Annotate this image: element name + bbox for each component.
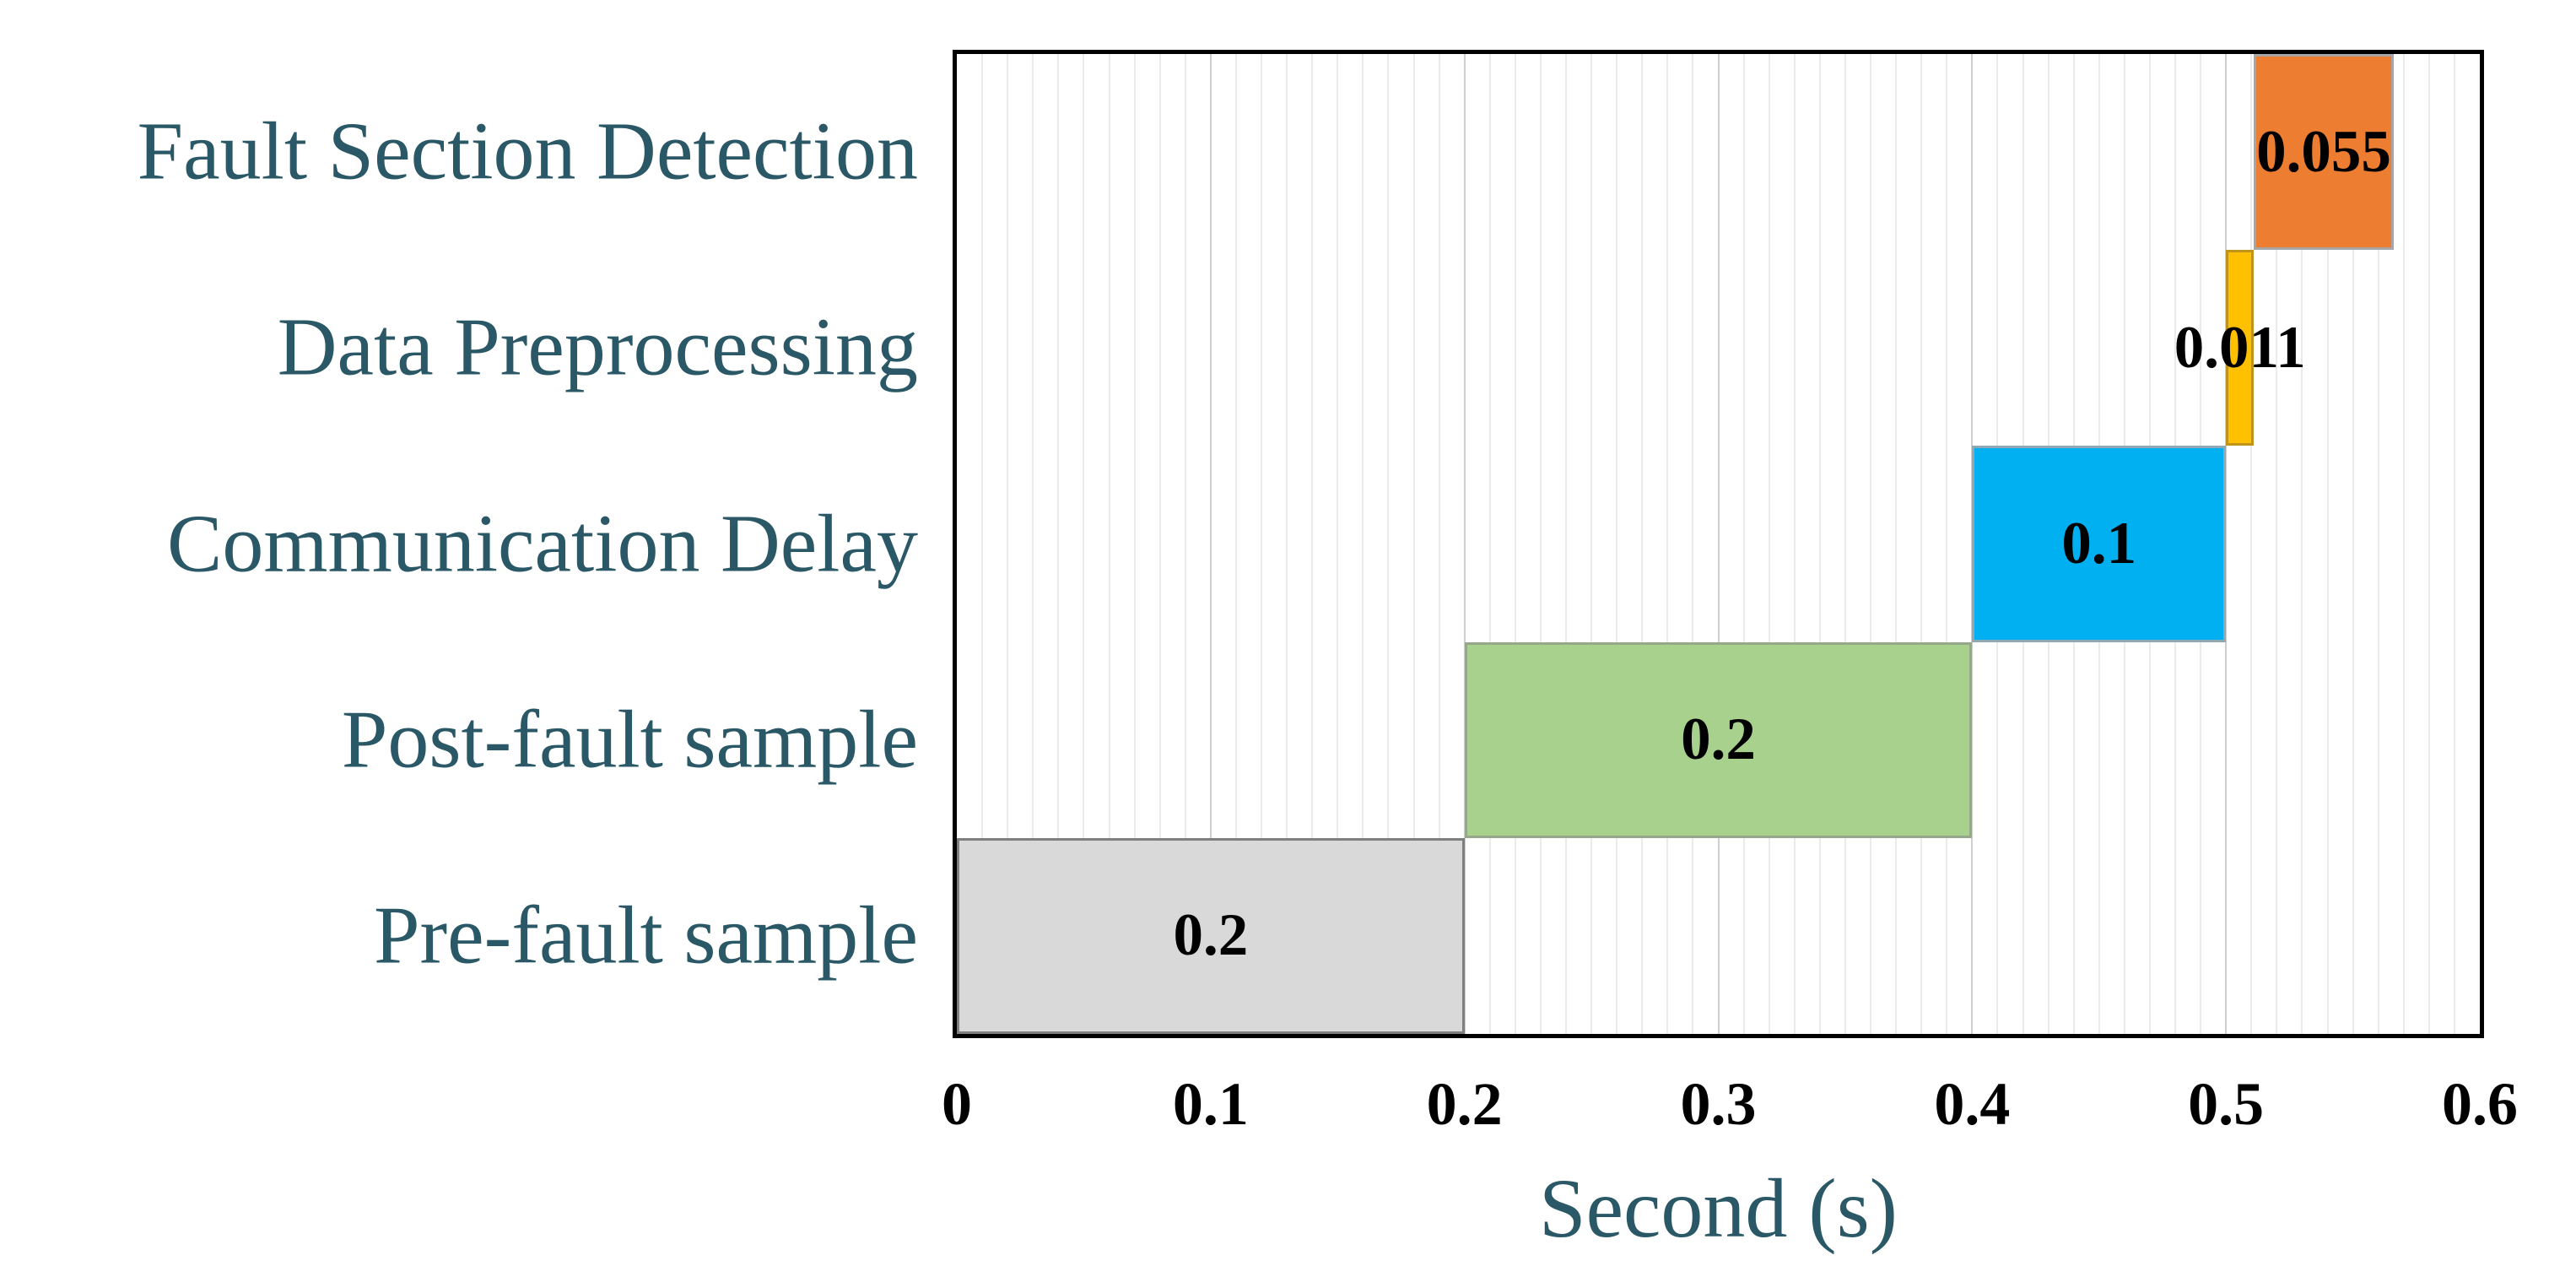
- minor-gridline: [1818, 54, 1821, 1034]
- minor-gridline: [1488, 54, 1491, 1034]
- minor-gridline: [1108, 54, 1110, 1034]
- minor-gridline: [1007, 54, 1009, 1034]
- minor-gridline: [1895, 54, 1898, 1034]
- minor-gridline: [1692, 54, 1694, 1034]
- x-tick-0: 0: [942, 1070, 972, 1138]
- minor-gridline: [1337, 54, 1339, 1034]
- minor-gridline: [1666, 54, 1669, 1034]
- bar-data-preprocessing: 0.011: [2174, 250, 2306, 446]
- minor-gridline: [1184, 54, 1186, 1034]
- minor-gridline: [2276, 54, 2278, 1034]
- minor-gridline: [2250, 54, 2253, 1034]
- x-tick-0.6: 0.6: [2442, 1070, 2518, 1138]
- minor-gridline: [1133, 54, 1136, 1034]
- minor-gridline: [1565, 54, 1567, 1034]
- category-label-post-fault-sample: Post-fault sample: [341, 694, 918, 786]
- minor-gridline: [2301, 54, 2303, 1034]
- major-gridline: [2225, 54, 2228, 1034]
- minor-gridline: [1641, 54, 1644, 1034]
- major-gridline: [1717, 54, 1720, 1034]
- bar-value-label: 0.2: [1173, 902, 1249, 969]
- minor-gridline: [1920, 54, 1923, 1034]
- category-label-data-preprocessing: Data Preprocessing: [277, 301, 918, 393]
- x-tick-0.3: 0.3: [1680, 1070, 1757, 1138]
- bar-value-label: 0.055: [2256, 118, 2391, 185]
- minor-gridline: [2326, 54, 2329, 1034]
- category-label-fault-section-detection: Fault Section Detection: [137, 106, 918, 198]
- plot-area: 0.055 0.011 0.1 0.2 0.2: [953, 50, 2484, 1038]
- minor-gridline: [1616, 54, 1618, 1034]
- x-tick-0.5: 0.5: [2188, 1070, 2265, 1138]
- major-gridline: [1463, 54, 1466, 1034]
- minor-gridline: [1590, 54, 1593, 1034]
- minor-gridline: [1946, 54, 1948, 1034]
- minor-gridline: [1083, 54, 1085, 1034]
- bar-fault-section-detection: 0.055: [2254, 54, 2394, 251]
- minor-gridline: [1311, 54, 1314, 1034]
- x-tick-0.2: 0.2: [1426, 1070, 1503, 1138]
- minor-gridline: [1438, 54, 1440, 1034]
- minor-gridline: [1793, 54, 1796, 1034]
- minor-gridline: [1514, 54, 1516, 1034]
- minor-gridline: [1286, 54, 1288, 1034]
- minor-gridline: [1539, 54, 1542, 1034]
- bar-value-label: 0.1: [2061, 510, 2137, 576]
- minor-gridline: [1412, 54, 1415, 1034]
- minor-gridline: [1742, 54, 1745, 1034]
- minor-gridline: [1057, 54, 1060, 1034]
- minor-gridline: [1261, 54, 1262, 1034]
- minor-gridline: [1234, 54, 1237, 1034]
- minor-gridline: [981, 54, 984, 1034]
- minor-gridline: [1032, 54, 1034, 1034]
- x-axis-title: Second (s): [1539, 1161, 1898, 1255]
- x-tick-0.4: 0.4: [1934, 1070, 2011, 1138]
- major-gridline: [1209, 54, 1212, 1034]
- minor-gridline: [2427, 54, 2430, 1034]
- minor-gridline: [2402, 54, 2405, 1034]
- minor-gridline: [2377, 54, 2379, 1034]
- bar-post-fault-sample: 0.2: [1464, 641, 1973, 838]
- minor-gridline: [1870, 54, 1871, 1034]
- minor-gridline: [1768, 54, 1770, 1034]
- minor-gridline: [1362, 54, 1364, 1034]
- bar-value-label: 0.011: [2174, 314, 2306, 381]
- minor-gridline: [1387, 54, 1390, 1034]
- category-label-pre-fault-sample: Pre-fault sample: [374, 890, 918, 982]
- minor-gridline: [1158, 54, 1161, 1034]
- minor-gridline: [2352, 54, 2354, 1034]
- bar-pre-fault-sample: 0.2: [957, 837, 1465, 1034]
- x-tick-0.1: 0.1: [1172, 1070, 1249, 1138]
- bar-value-label: 0.2: [1681, 706, 1756, 773]
- category-label-communication-delay: Communication Delay: [167, 498, 918, 590]
- minor-gridline: [2453, 54, 2455, 1034]
- bar-communication-delay: 0.1: [1972, 446, 2227, 642]
- minor-gridline: [1844, 54, 1846, 1034]
